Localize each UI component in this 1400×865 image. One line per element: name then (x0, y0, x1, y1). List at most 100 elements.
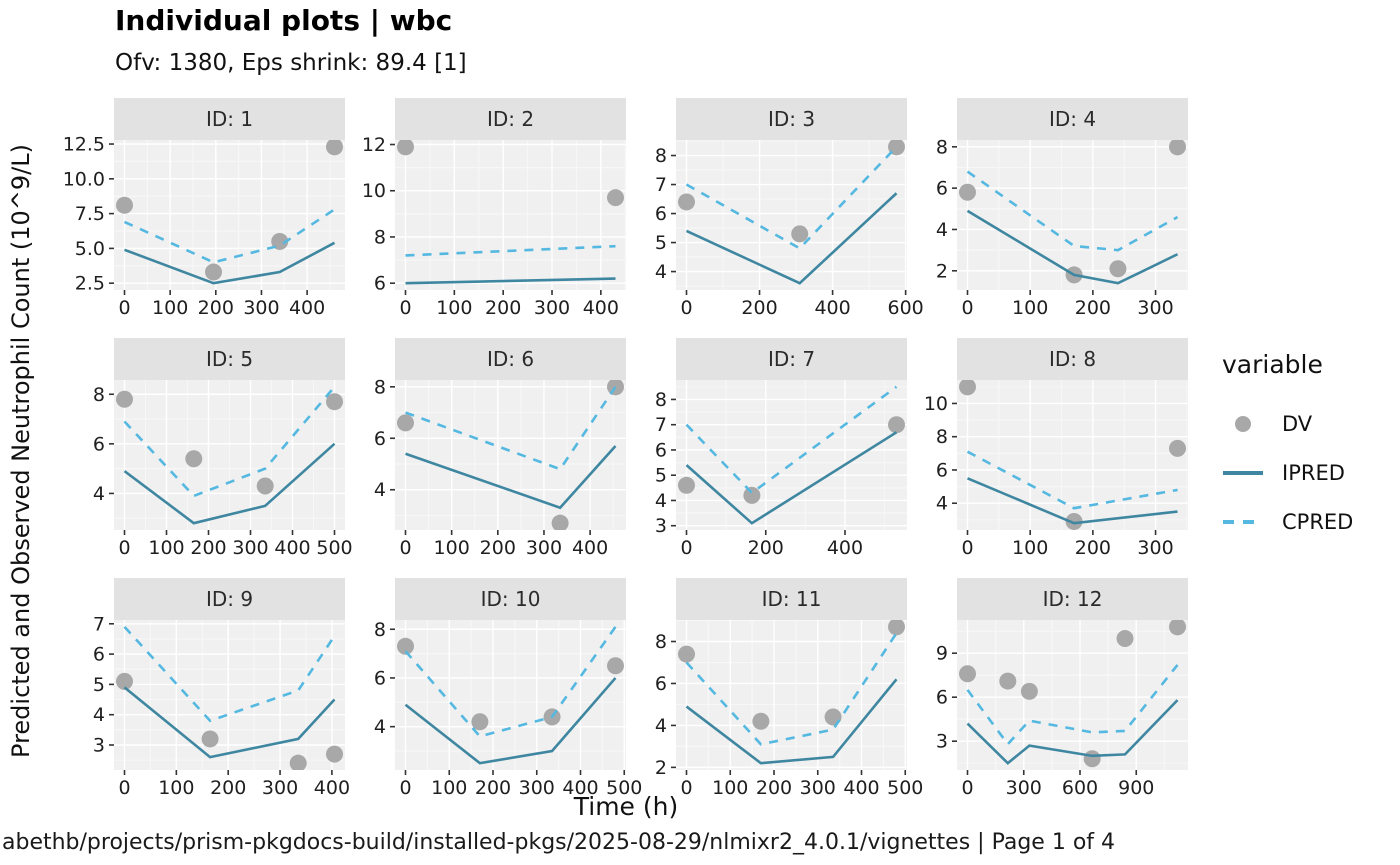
facet-strip-label: ID: 11 (676, 578, 907, 620)
axis-ticks (952, 402, 1157, 535)
svg-text:300: 300 (243, 297, 279, 319)
cpred-line (405, 244, 616, 257)
svg-text:0: 0 (961, 537, 973, 559)
svg-text:3: 3 (93, 735, 105, 757)
dv-points (116, 672, 343, 770)
facet-11: ID: 11 0 100 200 300 400 500 2 4 6 8 (626, 578, 923, 799)
svg-text:9: 9 (936, 643, 948, 665)
ipred-line (685, 192, 898, 285)
y-tick-labels: 3 6 9 (936, 643, 948, 753)
y-tick-labels: 6 8 10 12 (362, 134, 386, 295)
svg-text:400: 400 (814, 297, 850, 319)
facet-chart: 0 100 200 300 400 2.5 5.0 7.5 10.0 12.5 (63, 134, 345, 319)
legend-item-cpred: CPRED (1222, 497, 1353, 546)
svg-text:6: 6 (374, 273, 386, 295)
svg-text:5.0: 5.0 (75, 238, 105, 260)
minor-gridlines (395, 140, 626, 290)
x-tick-labels: 0 100 200 300 (961, 537, 1173, 559)
facet-7: ID: 7 0 200 400 3 4 5 6 7 8 (626, 338, 907, 559)
svg-text:300: 300 (519, 777, 555, 799)
panel-background (395, 620, 626, 770)
svg-text:7: 7 (93, 613, 105, 635)
facet-strip-label: ID: 3 (676, 98, 907, 140)
x-tick-labels: 0 200 400 600 (680, 297, 923, 319)
y-tick-labels: 2 4 6 8 (655, 631, 667, 779)
major-gridlines (395, 140, 626, 290)
x-tick-labels: 0 200 400 (680, 537, 863, 559)
cpred-dashed-line-icon (1222, 519, 1264, 525)
minor-gridlines (957, 140, 1188, 290)
major-gridlines (676, 140, 907, 290)
svg-text:4: 4 (93, 483, 105, 505)
svg-text:400: 400 (583, 297, 619, 319)
svg-text:0: 0 (118, 537, 130, 559)
svg-text:300: 300 (262, 777, 298, 799)
svg-text:10.0: 10.0 (63, 168, 105, 190)
svg-text:2: 2 (655, 757, 667, 779)
svg-text:200: 200 (485, 297, 521, 319)
ipred-line (404, 677, 617, 765)
cpred-line (966, 450, 1178, 510)
facet-strip-label: ID: 6 (395, 338, 626, 380)
svg-text:2: 2 (936, 260, 948, 282)
dv-points (678, 620, 905, 730)
cpred-line (123, 625, 336, 723)
major-gridlines (114, 620, 345, 770)
svg-text:8: 8 (655, 389, 667, 411)
svg-text:300: 300 (800, 777, 836, 799)
ipred-line (966, 477, 1178, 525)
facet-chart: 0 300 600 900 3 6 9 (936, 620, 1188, 799)
svg-text:100: 100 (148, 537, 184, 559)
svg-text:900: 900 (1118, 777, 1154, 799)
svg-text:8: 8 (374, 376, 386, 398)
facet-3: ID: 3 0 200 400 600 4 5 6 7 8 (626, 98, 924, 319)
major-gridlines (676, 620, 907, 770)
svg-text:5: 5 (655, 465, 667, 487)
y-tick-labels: 4 6 8 (93, 384, 105, 505)
svg-text:8: 8 (374, 226, 386, 248)
svg-text:4: 4 (93, 704, 105, 726)
facet-9: ID: 9 0 100 200 300 400 3 4 5 6 7 (64, 578, 350, 799)
svg-text:0: 0 (680, 297, 692, 319)
facet-chart: 0 100 200 300 400 500 4 6 8 (374, 619, 642, 799)
facet-strip-label: ID: 12 (957, 578, 1188, 620)
axis-ticks (390, 143, 602, 295)
svg-text:0: 0 (680, 777, 692, 799)
axis-ticks (109, 622, 333, 775)
ipred-line (685, 431, 898, 525)
y-tick-labels: 3 4 5 6 7 8 (655, 389, 667, 537)
facet-chart: 0 200 400 600 4 5 6 7 8 (655, 140, 924, 319)
facet-grid: ID: 1 0 100 200 300 400 2.5 5.0 7.5 10.0 12.5 ID: 2… (63, 98, 1188, 799)
ipred-line (124, 241, 336, 285)
y-tick-labels: 2.5 5.0 7.5 10.0 12.5 (63, 134, 105, 295)
minor-gridlines (676, 380, 907, 530)
plot-title: Individual plots | wbc (115, 4, 453, 37)
svg-text:200: 200 (1075, 297, 1111, 319)
svg-text:400: 400 (562, 777, 598, 799)
y-tick-labels: 4 6 8 (374, 376, 386, 501)
axis-ticks (952, 652, 1138, 775)
svg-text:8: 8 (936, 426, 948, 448)
svg-text:300: 300 (526, 537, 562, 559)
y-tick-labels: 4 6 8 (374, 619, 386, 738)
minor-gridlines (395, 380, 626, 530)
svg-text:400: 400 (843, 777, 879, 799)
legend-label-cpred: CPRED (1282, 509, 1354, 534)
facet-chart: 0 200 400 3 4 5 6 7 8 (655, 380, 907, 559)
svg-text:400: 400 (274, 537, 310, 559)
cpred-line (966, 664, 1179, 747)
major-gridlines (395, 380, 626, 530)
facet-strip-label: ID: 5 (114, 338, 345, 380)
caption: abethb/projects/prism-pkgdocs-build/inst… (2, 830, 1116, 855)
legend: variable DV IPRED CPRED (1222, 350, 1353, 546)
dv-points (116, 140, 343, 281)
svg-text:200: 200 (190, 537, 226, 559)
facet-10: ID: 10 0 100 200 300 400 500 4 6 8 (345, 578, 642, 799)
svg-text:100: 100 (431, 777, 467, 799)
panel-background (676, 620, 907, 770)
ipred-line (123, 686, 336, 759)
svg-text:500: 500 (887, 777, 923, 799)
ipred-line (405, 277, 616, 285)
dv-points (397, 140, 624, 207)
x-tick-labels: 0 100 200 300 400 (399, 297, 619, 319)
